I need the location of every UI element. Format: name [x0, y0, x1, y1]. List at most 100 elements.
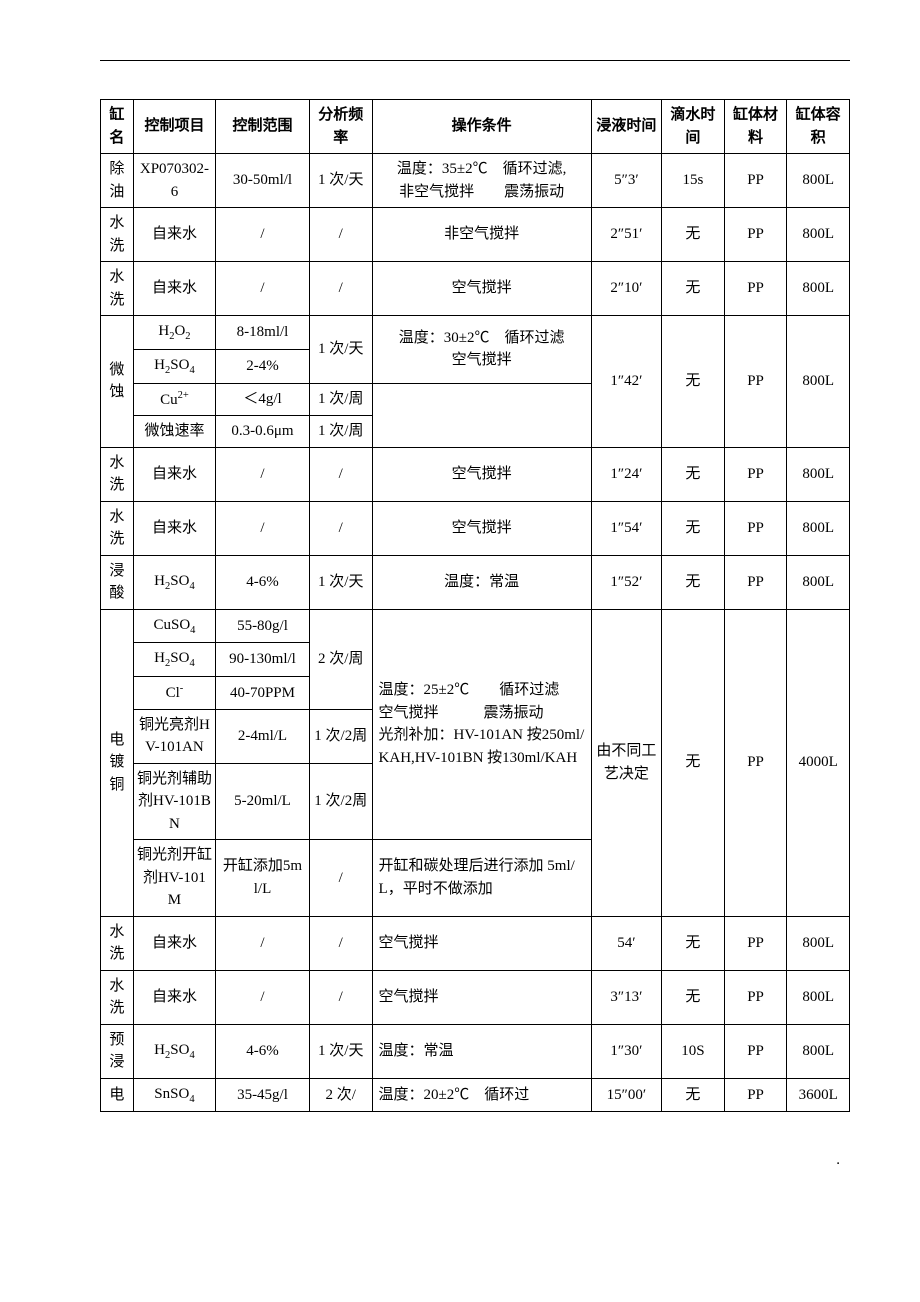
table-row: 电 SnSO4 35-45g/l 2 次/ 温度：20±2℃ 循环过 15″00…	[101, 1078, 850, 1112]
cell-range: 开缸添加5ml/L	[216, 840, 310, 917]
table-row: 水洗 自来水 / / 空气搅拌 1″24′ 无 PP 800L	[101, 447, 850, 501]
cell-drip: 无	[662, 501, 725, 555]
cell-freq: /	[309, 447, 372, 501]
cell-range: 8-18ml/l	[216, 316, 310, 350]
cell-mat: PP	[724, 609, 787, 916]
cell-name: 水洗	[101, 501, 134, 555]
cell-drip: 无	[662, 916, 725, 970]
cell-cond: 非空气搅拌	[372, 208, 591, 262]
cell-item: Cu2+	[133, 383, 215, 416]
cell-vol: 800L	[787, 208, 850, 262]
cell-range: 35-45g/l	[216, 1078, 310, 1112]
cell-drip: 无	[662, 262, 725, 316]
table-row: 水洗 自来水 / / 空气搅拌 54′ 无 PP 800L	[101, 916, 850, 970]
cell-soak: 2″10′	[591, 262, 661, 316]
cell-item: H2SO4	[133, 1024, 215, 1078]
cell-cond: 空气搅拌	[372, 970, 591, 1024]
cell-soak: 5″3′	[591, 154, 661, 208]
cell-range: /	[216, 970, 310, 1024]
cell-freq: 1 次/2周	[309, 709, 372, 763]
cell-soak: 1″24′	[591, 447, 661, 501]
cell-name: 水洗	[101, 262, 134, 316]
cell-item: 自来水	[133, 447, 215, 501]
cell-item: XP070302-6	[133, 154, 215, 208]
cell-vol: 800L	[787, 1024, 850, 1078]
cell-freq: 1 次/天	[309, 1024, 372, 1078]
cell-item: 铜光剂开缸剂HV-101M	[133, 840, 215, 917]
table-row: 水洗 自来水 / / 空气搅拌 1″54′ 无 PP 800L	[101, 501, 850, 555]
cell-freq: /	[309, 208, 372, 262]
cell-range: /	[216, 501, 310, 555]
col-drip: 滴水时间	[662, 100, 725, 154]
cell-cond: 温度：20±2℃ 循环过	[372, 1078, 591, 1112]
cell-mat: PP	[724, 1024, 787, 1078]
cell-cond: 空气搅拌	[372, 447, 591, 501]
cell-vol: 800L	[787, 262, 850, 316]
cell-mat: PP	[724, 208, 787, 262]
cell-soak: 15″00′	[591, 1078, 661, 1112]
cell-cond: 空气搅拌	[372, 916, 591, 970]
cell-freq: 1 次/周	[309, 416, 372, 448]
table-row: 电镀铜 CuSO4 55-80g/l 2 次/周 温度：25±2℃ 循环过滤 空…	[101, 609, 850, 643]
cell-item: H2O2	[133, 316, 215, 350]
cell-freq: /	[309, 501, 372, 555]
cell-item: H2SO4	[133, 643, 215, 677]
cell-cond: 空气搅拌	[372, 262, 591, 316]
cell-range: 2-4ml/L	[216, 709, 310, 763]
cell-soak: 54′	[591, 916, 661, 970]
cell-soak: 2″51′	[591, 208, 661, 262]
cell-item: 铜光亮剂HV-101AN	[133, 709, 215, 763]
cell-name: 水洗	[101, 970, 134, 1024]
cell-name: 水洗	[101, 916, 134, 970]
cell-range: /	[216, 447, 310, 501]
cell-cond: 空气搅拌	[372, 501, 591, 555]
cell-name: 浸酸	[101, 555, 134, 609]
cell-vol: 3600L	[787, 1078, 850, 1112]
cell-item: 自来水	[133, 916, 215, 970]
cell-vol: 800L	[787, 154, 850, 208]
cell-mat: PP	[724, 262, 787, 316]
cell-mat: PP	[724, 970, 787, 1024]
table-row: 微蚀 H2O2 8-18ml/l 1 次/天 温度：30±2℃ 循环过滤 空气搅…	[101, 316, 850, 350]
cell-freq: /	[309, 970, 372, 1024]
cell-vol: 800L	[787, 447, 850, 501]
footer-dot: .	[100, 1152, 850, 1169]
cell-soak: 1″52′	[591, 555, 661, 609]
cell-soak: 1″30′	[591, 1024, 661, 1078]
col-vol: 缸体容积	[787, 100, 850, 154]
cell-freq: 2 次/	[309, 1078, 372, 1112]
col-soak: 浸液时间	[591, 100, 661, 154]
cell-name: 除油	[101, 154, 134, 208]
table-row: 浸酸 H2SO4 4-6% 1 次/天 温度：常温 1″52′ 无 PP 800…	[101, 555, 850, 609]
cell-soak: 1″54′	[591, 501, 661, 555]
cell-range: 5-20ml/L	[216, 763, 310, 840]
cell-drip: 无	[662, 316, 725, 448]
cell-item: 微蚀速率	[133, 416, 215, 448]
cell-item: CuSO4	[133, 609, 215, 643]
col-cond: 操作条件	[372, 100, 591, 154]
table-row: 水洗 自来水 / / 空气搅拌 3″13′ 无 PP 800L	[101, 970, 850, 1024]
cell-cond: 开缸和碳处理后进行添加 5ml/L，平时不做添加	[372, 840, 591, 917]
cell-soak: 3″13′	[591, 970, 661, 1024]
cell-cond: 温度：常温	[372, 1024, 591, 1078]
cell-range: /	[216, 208, 310, 262]
cell-vol: 800L	[787, 916, 850, 970]
cell-item: Cl-	[133, 677, 215, 710]
table-row: 水洗 自来水 / / 非空气搅拌 2″51′ 无 PP 800L	[101, 208, 850, 262]
cell-drip: 10S	[662, 1024, 725, 1078]
cell-range: /	[216, 916, 310, 970]
cell-name: 预浸	[101, 1024, 134, 1078]
cell-vol: 800L	[787, 316, 850, 448]
cell-freq: /	[309, 916, 372, 970]
cell-drip: 无	[662, 1078, 725, 1112]
cell-cond: 温度：35±2℃ 循环过滤, 非空气搅拌 震荡振动	[372, 154, 591, 208]
cell-item: 自来水	[133, 262, 215, 316]
cell-vol: 4000L	[787, 609, 850, 916]
top-rule	[100, 60, 850, 61]
cell-cond: 温度：25±2℃ 循环过滤 空气搅拌 震荡振动 光剂补加：HV-101AN 按2…	[372, 609, 591, 840]
cell-name: 微蚀	[101, 316, 134, 448]
cell-name: 电	[101, 1078, 134, 1112]
col-item: 控制项目	[133, 100, 215, 154]
cell-mat: PP	[724, 1078, 787, 1112]
cell-drip: 无	[662, 609, 725, 916]
